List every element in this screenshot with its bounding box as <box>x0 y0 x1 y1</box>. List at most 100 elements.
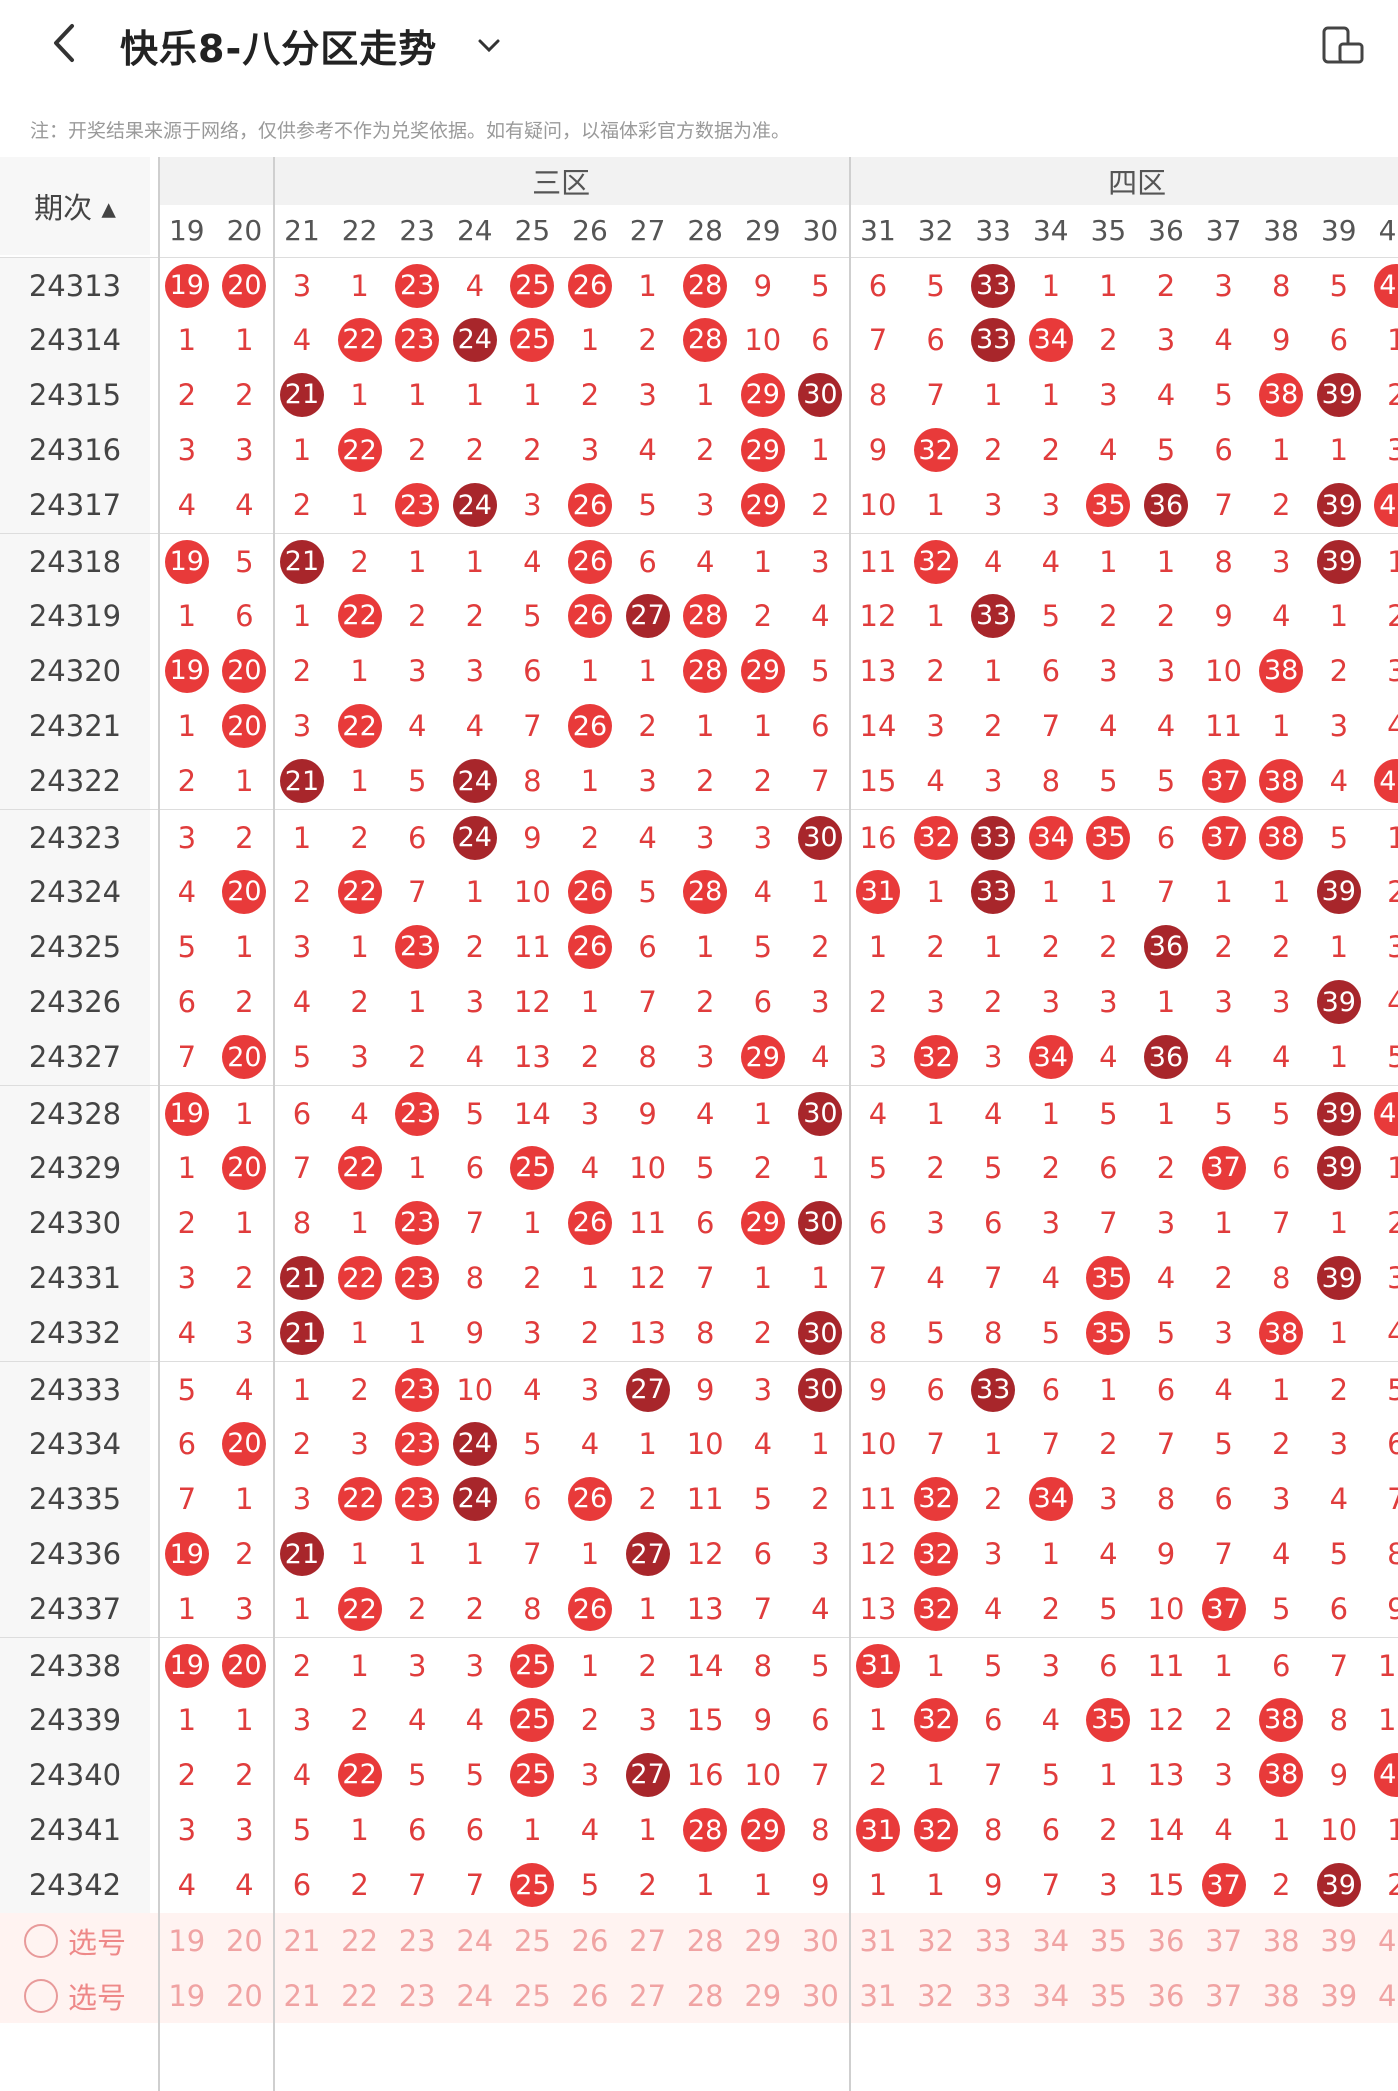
select-cell[interactable]: 27 <box>629 1923 667 1958</box>
trend-cell: 2 <box>638 709 657 744</box>
select-cell[interactable]: 38 <box>1262 1923 1300 1958</box>
select-cell[interactable]: 26 <box>571 1978 609 2013</box>
trend-cell: 10 <box>859 488 897 523</box>
trend-cell: 25 <box>504 1140 562 1195</box>
zone-3-header: 三区 <box>273 157 850 205</box>
select-cell[interactable]: 36 <box>1147 1923 1185 1958</box>
select-cell[interactable]: 22 <box>341 1978 379 2013</box>
trend-cell: 4 <box>638 433 657 468</box>
back-arrow-icon[interactable] <box>40 18 90 68</box>
trend-cell: 29 <box>734 1803 792 1858</box>
drawn-number-ball: 20 <box>222 1421 267 1466</box>
trend-cell: 2 <box>292 488 312 523</box>
period-number: 24329 <box>0 1140 150 1196</box>
drawn-number-ball: 38 <box>1259 372 1304 417</box>
trend-cell: 1 <box>235 322 254 357</box>
select-cell[interactable]: 21 <box>283 1978 321 2013</box>
trend-cell: 2 <box>292 1648 312 1683</box>
drawn-number-ball: 23 <box>395 483 440 528</box>
select-label[interactable]: 选号 <box>0 1968 150 2024</box>
drawn-number-ball: 28 <box>683 593 728 638</box>
drawn-number-ball: 38 <box>1259 648 1304 693</box>
trend-cell: 37 <box>1195 1582 1253 1637</box>
trend-cell: 2 <box>407 1592 427 1627</box>
select-cell[interactable]: 40 <box>1377 1923 1398 1958</box>
trend-cell: 1 <box>1041 1537 1061 1572</box>
period-number: 24341 <box>0 1802 150 1858</box>
select-cell[interactable]: 39 <box>1320 1923 1358 1958</box>
select-cell[interactable]: 28 <box>686 1978 724 2013</box>
trend-cell: 7 <box>1156 874 1176 909</box>
trend-cell: 10 <box>1320 1813 1358 1848</box>
select-cell[interactable]: 33 <box>974 1978 1012 2013</box>
select-label[interactable]: 选号 <box>0 1913 150 1969</box>
select-cell[interactable]: 36 <box>1147 1978 1185 2013</box>
select-cell[interactable]: 34 <box>1032 1978 1070 2013</box>
select-cell[interactable]: 34 <box>1032 1923 1070 1958</box>
chevron-down-icon[interactable] <box>474 30 504 60</box>
trend-cell: 3 <box>1271 985 1291 1020</box>
trend-cell: 4 <box>1099 1040 1118 1075</box>
trend-cell: 3 <box>580 1757 600 1792</box>
trend-cell: 4 <box>1156 1261 1176 1296</box>
table-row: 2433911324425231596132643512238811 <box>0 1692 1398 1748</box>
trend-cell: 39 <box>1310 975 1368 1030</box>
select-cell[interactable]: 28 <box>686 1923 724 1958</box>
select-cell[interactable]: 29 <box>744 1923 782 1958</box>
select-cell[interactable]: 35 <box>1089 1923 1127 1958</box>
select-cell[interactable]: 37 <box>1205 1923 1243 1958</box>
select-cell[interactable]: 40 <box>1377 1978 1398 2013</box>
trend-cell: 26 <box>561 1195 619 1250</box>
trend-cell: 1 <box>292 820 312 855</box>
period-number: 24331 <box>0 1250 150 1306</box>
column-number: 34 <box>1032 213 1069 247</box>
select-cell[interactable]: 30 <box>801 1978 839 2013</box>
select-cell[interactable]: 26 <box>571 1923 609 1958</box>
select-cell[interactable]: 20 <box>225 1978 263 2013</box>
select-cell[interactable]: 38 <box>1262 1978 1300 2013</box>
trend-cell: 1 <box>580 764 600 799</box>
trend-cell: 36 <box>1137 478 1195 533</box>
select-cell[interactable]: 33 <box>974 1923 1012 1958</box>
select-cell[interactable]: 37 <box>1205 1978 1243 2013</box>
period-number: 24334 <box>0 1416 150 1472</box>
select-cell[interactable]: 30 <box>801 1923 839 1958</box>
trend-cell: 4 <box>235 1868 254 1903</box>
select-cell[interactable]: 29 <box>744 1978 782 2013</box>
select-cell[interactable]: 32 <box>917 1978 955 2013</box>
trend-cell: 1 <box>350 488 369 523</box>
select-cell[interactable]: 31 <box>859 1978 897 2013</box>
select-cell[interactable]: 32 <box>917 1923 955 1958</box>
trend-cell: 1 <box>407 985 427 1020</box>
period-header[interactable]: 期次 ▴ <box>0 157 150 255</box>
select-cell[interactable]: 23 <box>398 1923 436 1958</box>
rotate-screen-icon[interactable] <box>1320 22 1366 68</box>
select-cell[interactable]: 25 <box>513 1923 551 1958</box>
trend-cell: 22 <box>331 699 389 754</box>
trend-cell: 3 <box>753 820 773 855</box>
drawn-number-ball: 34 <box>1028 815 1073 860</box>
select-cell[interactable]: 19 <box>168 1923 206 1958</box>
trend-cell: 9 <box>868 433 888 468</box>
select-cell[interactable]: 39 <box>1320 1978 1358 2013</box>
trend-cell: 7 <box>983 1757 1003 1792</box>
table-row: 24333 5 4 1 2 23 10 4 3 27 9 3 30 9 6 33 6 1 6 4 1 2 5 <box>0 1361 1398 1418</box>
select-cell[interactable]: 35 <box>1089 1978 1127 2013</box>
select-cell[interactable]: 21 <box>283 1923 321 1958</box>
select-cell[interactable]: 22 <box>341 1923 379 1958</box>
drawn-number-ball: 34 <box>1028 1035 1073 1080</box>
select-cell[interactable]: 24 <box>456 1923 494 1958</box>
trend-cell: 7 <box>1156 1426 1176 1461</box>
select-cell[interactable]: 20 <box>225 1923 263 1958</box>
trend-cell: 22 <box>331 1582 389 1637</box>
select-cell[interactable]: 27 <box>629 1978 667 2013</box>
trend-cell: 31 <box>849 1803 907 1858</box>
select-cell[interactable]: 23 <box>398 1978 436 2013</box>
trend-cell: 14 <box>1147 1813 1185 1848</box>
select-cell[interactable]: 31 <box>859 1923 897 1958</box>
select-cell[interactable]: 25 <box>513 1978 551 2013</box>
select-cell[interactable]: 19 <box>168 1978 206 2013</box>
trend-cell: 6 <box>811 322 830 357</box>
trend-cell: 4 <box>1271 1537 1291 1572</box>
select-cell[interactable]: 24 <box>456 1978 494 2013</box>
